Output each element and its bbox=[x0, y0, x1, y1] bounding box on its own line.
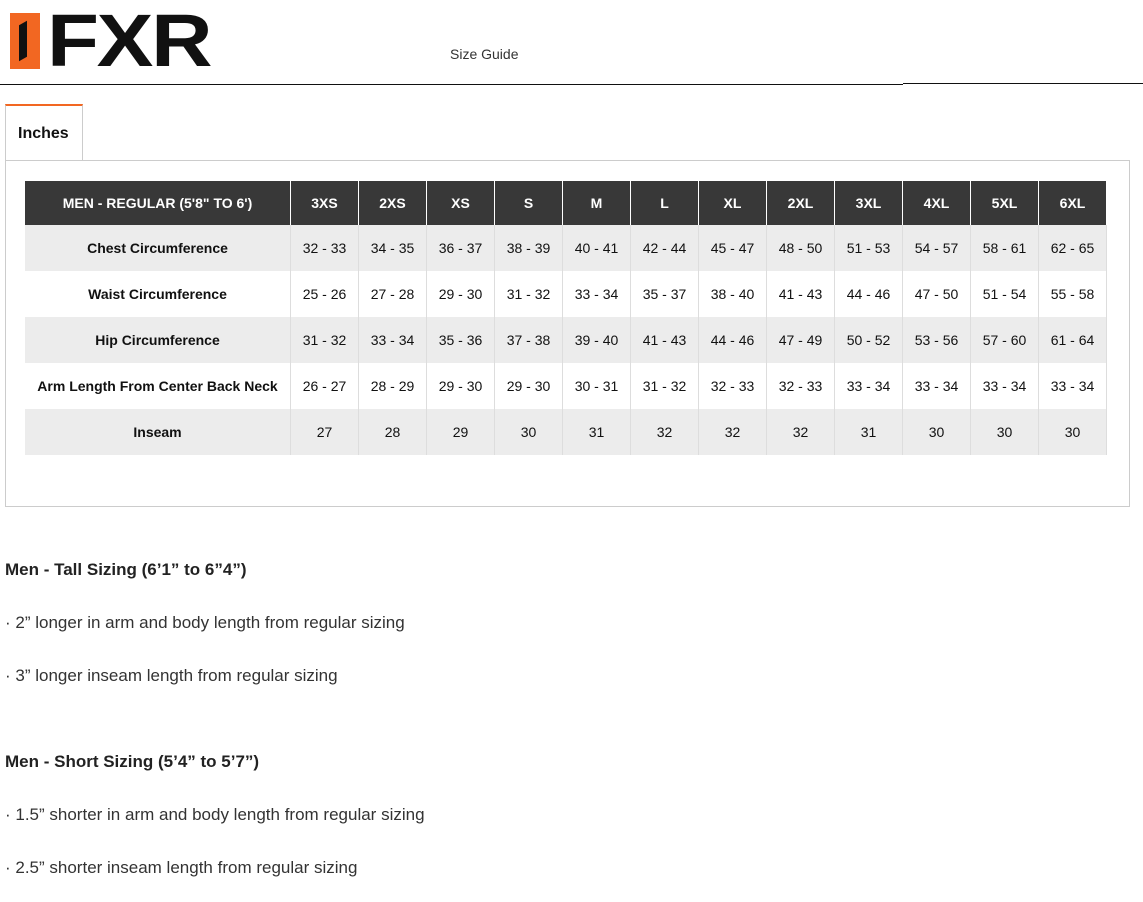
measurement-cell: 29 - 30 bbox=[426, 363, 495, 409]
measurement-cell: 31 - 32 bbox=[494, 271, 563, 317]
section-heading: Men - Short Sizing (5’4” to 5’7”) bbox=[5, 752, 260, 771]
measurement-cell: 32 - 33 bbox=[698, 363, 767, 409]
size-column-header: 2XS bbox=[358, 181, 427, 225]
note-item: · 2.5” shorter inseam length from regula… bbox=[5, 858, 358, 877]
size-column-header: M bbox=[562, 181, 631, 225]
measurement-cell: 30 bbox=[494, 409, 563, 455]
measurement-cell: 51 - 53 bbox=[834, 225, 903, 271]
tab-inches[interactable]: Inches bbox=[5, 104, 83, 160]
measurement-cell: 32 bbox=[766, 409, 835, 455]
table-row: Chest Circumference 32 - 33 34 - 35 36 - 37… bbox=[25, 225, 1107, 271]
measurement-cell: 58 - 61 bbox=[970, 225, 1039, 271]
measurement-cell: 38 - 39 bbox=[494, 225, 563, 271]
size-column-header: XL bbox=[698, 181, 767, 225]
measurement-cell: 29 - 30 bbox=[426, 271, 495, 317]
measurement-cell: 31 - 32 bbox=[290, 317, 359, 363]
measurement-cell: 44 - 46 bbox=[698, 317, 767, 363]
row-label: Inseam bbox=[25, 409, 291, 455]
measurement-cell: 51 - 54 bbox=[970, 271, 1039, 317]
measurement-cell: 35 - 37 bbox=[630, 271, 699, 317]
measurement-cell: 34 - 35 bbox=[358, 225, 427, 271]
measurement-cell: 30 bbox=[1038, 409, 1107, 455]
measurement-cell: 33 - 34 bbox=[834, 363, 903, 409]
measurement-cell: 33 - 34 bbox=[902, 363, 971, 409]
measurement-cell: 30 - 31 bbox=[562, 363, 631, 409]
header-divider bbox=[903, 83, 1143, 84]
measurement-cell: 28 - 29 bbox=[358, 363, 427, 409]
measurement-cell: 54 - 57 bbox=[902, 225, 971, 271]
measurement-cell: 30 bbox=[902, 409, 971, 455]
measurement-cell: 29 - 30 bbox=[494, 363, 563, 409]
measurement-cell: 41 - 43 bbox=[766, 271, 835, 317]
table-row: Inseam 27 28 29 30 31 32 32 32 31 30 30 30 bbox=[25, 409, 1107, 455]
tab-panel bbox=[5, 160, 1130, 507]
measurement-cell: 39 - 40 bbox=[562, 317, 631, 363]
table-row: Arm Length From Center Back Neck 26 - 27 2… bbox=[25, 363, 1107, 409]
measurement-cell: 37 - 38 bbox=[494, 317, 563, 363]
size-column-header: L bbox=[630, 181, 699, 225]
measurement-cell: 53 - 56 bbox=[902, 317, 971, 363]
measurement-cell: 27 - 28 bbox=[358, 271, 427, 317]
measurement-cell: 32 - 33 bbox=[290, 225, 359, 271]
measurement-cell: 50 - 52 bbox=[834, 317, 903, 363]
measurement-cell: 32 - 33 bbox=[766, 363, 835, 409]
measurement-cell: 31 - 32 bbox=[630, 363, 699, 409]
note-item: · 3” longer inseam length from regular s… bbox=[5, 666, 338, 685]
measurement-cell: 28 bbox=[358, 409, 427, 455]
measurement-cell: 42 - 44 bbox=[630, 225, 699, 271]
measurement-cell: 32 bbox=[698, 409, 767, 455]
size-column-header: 4XL bbox=[902, 181, 971, 225]
note-item: · 1.5” shorter in arm and body length fr… bbox=[5, 805, 425, 824]
fxr-logo[interactable]: FXR bbox=[10, 4, 213, 78]
measurement-cell: 40 - 41 bbox=[562, 225, 631, 271]
header-divider bbox=[0, 84, 903, 85]
measurement-cell: 57 - 60 bbox=[970, 317, 1039, 363]
table-row: Waist Circumference 25 - 26 27 - 28 29 - 30… bbox=[25, 271, 1107, 317]
logo-text: FXR bbox=[47, 0, 213, 82]
row-label: Hip Circumference bbox=[25, 317, 291, 363]
measurement-cell: 27 bbox=[290, 409, 359, 455]
category-column-header: MEN - REGULAR (5'8" TO 6') bbox=[25, 181, 291, 225]
measurement-cell: 33 - 34 bbox=[970, 363, 1039, 409]
table-header-row: MEN - REGULAR (5'8" TO 6') 3XS 2XS XS S M L XL 2… bbox=[25, 181, 1107, 225]
measurement-cell: 36 - 37 bbox=[426, 225, 495, 271]
measurement-cell: 26 - 27 bbox=[290, 363, 359, 409]
measurement-cell: 47 - 49 bbox=[766, 317, 835, 363]
size-column-header: 5XL bbox=[970, 181, 1039, 225]
size-column-header: 3XL bbox=[834, 181, 903, 225]
row-label: Waist Circumference bbox=[25, 271, 291, 317]
measurement-cell: 38 - 40 bbox=[698, 271, 767, 317]
row-label: Arm Length From Center Back Neck bbox=[25, 363, 291, 409]
measurement-cell: 35 - 36 bbox=[426, 317, 495, 363]
table-row: Hip Circumference 31 - 32 33 - 34 35 - 36 37… bbox=[25, 317, 1107, 363]
measurement-cell: 31 bbox=[834, 409, 903, 455]
measurement-cell: 47 - 50 bbox=[902, 271, 971, 317]
measurement-cell: 31 bbox=[562, 409, 631, 455]
size-column-header: 6XL bbox=[1038, 181, 1107, 225]
measurement-cell: 33 - 34 bbox=[358, 317, 427, 363]
row-label: Chest Circumference bbox=[25, 225, 291, 271]
note-item: · 2” longer in arm and body length from … bbox=[5, 613, 405, 632]
size-column-header: XS bbox=[426, 181, 495, 225]
size-column-header: S bbox=[494, 181, 563, 225]
measurement-cell: 41 - 43 bbox=[630, 317, 699, 363]
measurement-cell: 32 bbox=[630, 409, 699, 455]
section-heading: Men - Tall Sizing (6’1” to 6”4”) bbox=[5, 560, 247, 579]
measurement-cell: 45 - 47 bbox=[698, 225, 767, 271]
measurement-cell: 61 - 64 bbox=[1038, 317, 1107, 363]
measurement-cell: 33 - 34 bbox=[562, 271, 631, 317]
measurement-cell: 25 - 26 bbox=[290, 271, 359, 317]
measurement-cell: 30 bbox=[970, 409, 1039, 455]
measurement-cell: 29 bbox=[426, 409, 495, 455]
size-column-header: 2XL bbox=[766, 181, 835, 225]
size-chart-table: MEN - REGULAR (5'8" TO 6') 3XS 2XS XS S M L XL 2… bbox=[25, 181, 1107, 455]
measurement-cell: 62 - 65 bbox=[1038, 225, 1107, 271]
measurement-cell: 44 - 46 bbox=[834, 271, 903, 317]
page-title: Size Guide bbox=[450, 46, 519, 62]
size-column-header: 3XS bbox=[290, 181, 359, 225]
measurement-cell: 33 - 34 bbox=[1038, 363, 1107, 409]
measurement-cell: 55 - 58 bbox=[1038, 271, 1107, 317]
logo-mark-icon bbox=[10, 13, 40, 69]
measurement-cell: 48 - 50 bbox=[766, 225, 835, 271]
